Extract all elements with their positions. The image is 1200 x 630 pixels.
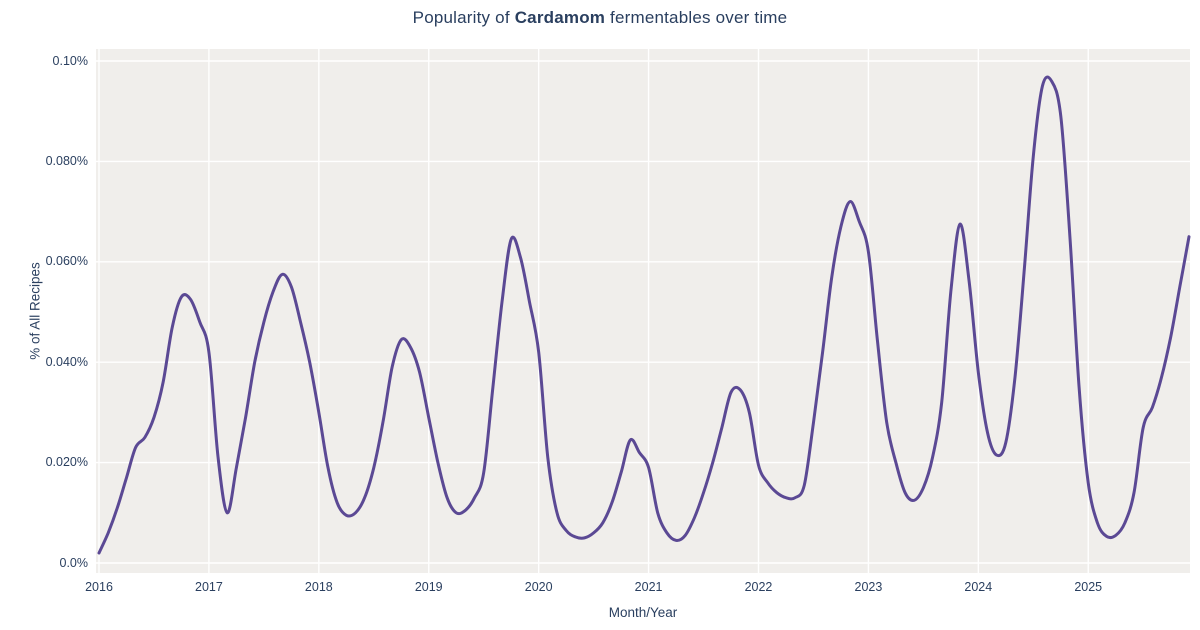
x-tick-label: 2024 [964, 580, 993, 594]
x-tick-label: 2021 [634, 580, 663, 594]
y-tick-label: 0.040% [45, 354, 88, 369]
y-tick-label: 0.020% [45, 455, 88, 470]
chart-title-ingredient: Cardamom [514, 8, 606, 27]
y-tick-label: 0.10% [52, 53, 88, 68]
x-axis-title: Month/Year [608, 605, 678, 620]
x-tick-label: 2016 [85, 580, 113, 594]
x-tick-label: 2018 [304, 580, 333, 594]
series-line-cardamom[interactable] [97, 75, 1191, 555]
chart-title: Popularity of Cardamom fermentables over… [0, 8, 1200, 28]
y-tick-label: 0.0% [59, 555, 89, 570]
x-tick-label: 2022 [744, 580, 773, 594]
x-tick-label: 2019 [414, 580, 443, 594]
x-tick-label: 2025 [1074, 580, 1103, 594]
y-axis-title: % of All Recipes [27, 262, 43, 360]
x-tick-label: 2023 [854, 580, 883, 594]
y-tick-label: 0.060% [45, 254, 88, 269]
plot-area[interactable] [96, 49, 1190, 573]
chart-title-prefix: Popularity of [412, 8, 515, 27]
chart-title-suffix: fermentables over time [605, 8, 788, 27]
y-tick-label: 0.080% [45, 153, 88, 168]
series-group [97, 75, 1191, 555]
gridlines [96, 49, 1190, 573]
x-tick-label: 2020 [524, 580, 553, 594]
x-tick-label: 2017 [195, 580, 223, 594]
